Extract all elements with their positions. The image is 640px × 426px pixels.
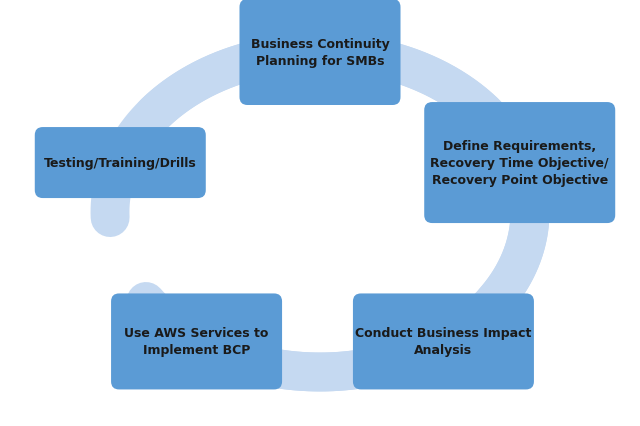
FancyBboxPatch shape <box>424 103 615 224</box>
FancyBboxPatch shape <box>35 128 206 199</box>
Polygon shape <box>95 200 124 218</box>
Text: Conduct Business Impact
Analysis: Conduct Business Impact Analysis <box>355 327 532 357</box>
FancyBboxPatch shape <box>239 0 401 106</box>
Polygon shape <box>463 92 486 114</box>
Text: Testing/Training/Drills: Testing/Training/Drills <box>44 157 196 170</box>
FancyBboxPatch shape <box>111 294 282 389</box>
Text: Business Continuity
Planning for SMBs: Business Continuity Planning for SMBs <box>251 38 389 68</box>
Polygon shape <box>227 54 248 81</box>
Polygon shape <box>494 279 516 302</box>
FancyBboxPatch shape <box>353 294 534 389</box>
Text: Define Requirements,
Recovery Time Objective/
Recovery Point Objective: Define Requirements, Recovery Time Objec… <box>431 140 609 187</box>
Text: Use AWS Services to
Implement BCP: Use AWS Services to Implement BCP <box>124 327 269 357</box>
Polygon shape <box>262 356 283 383</box>
